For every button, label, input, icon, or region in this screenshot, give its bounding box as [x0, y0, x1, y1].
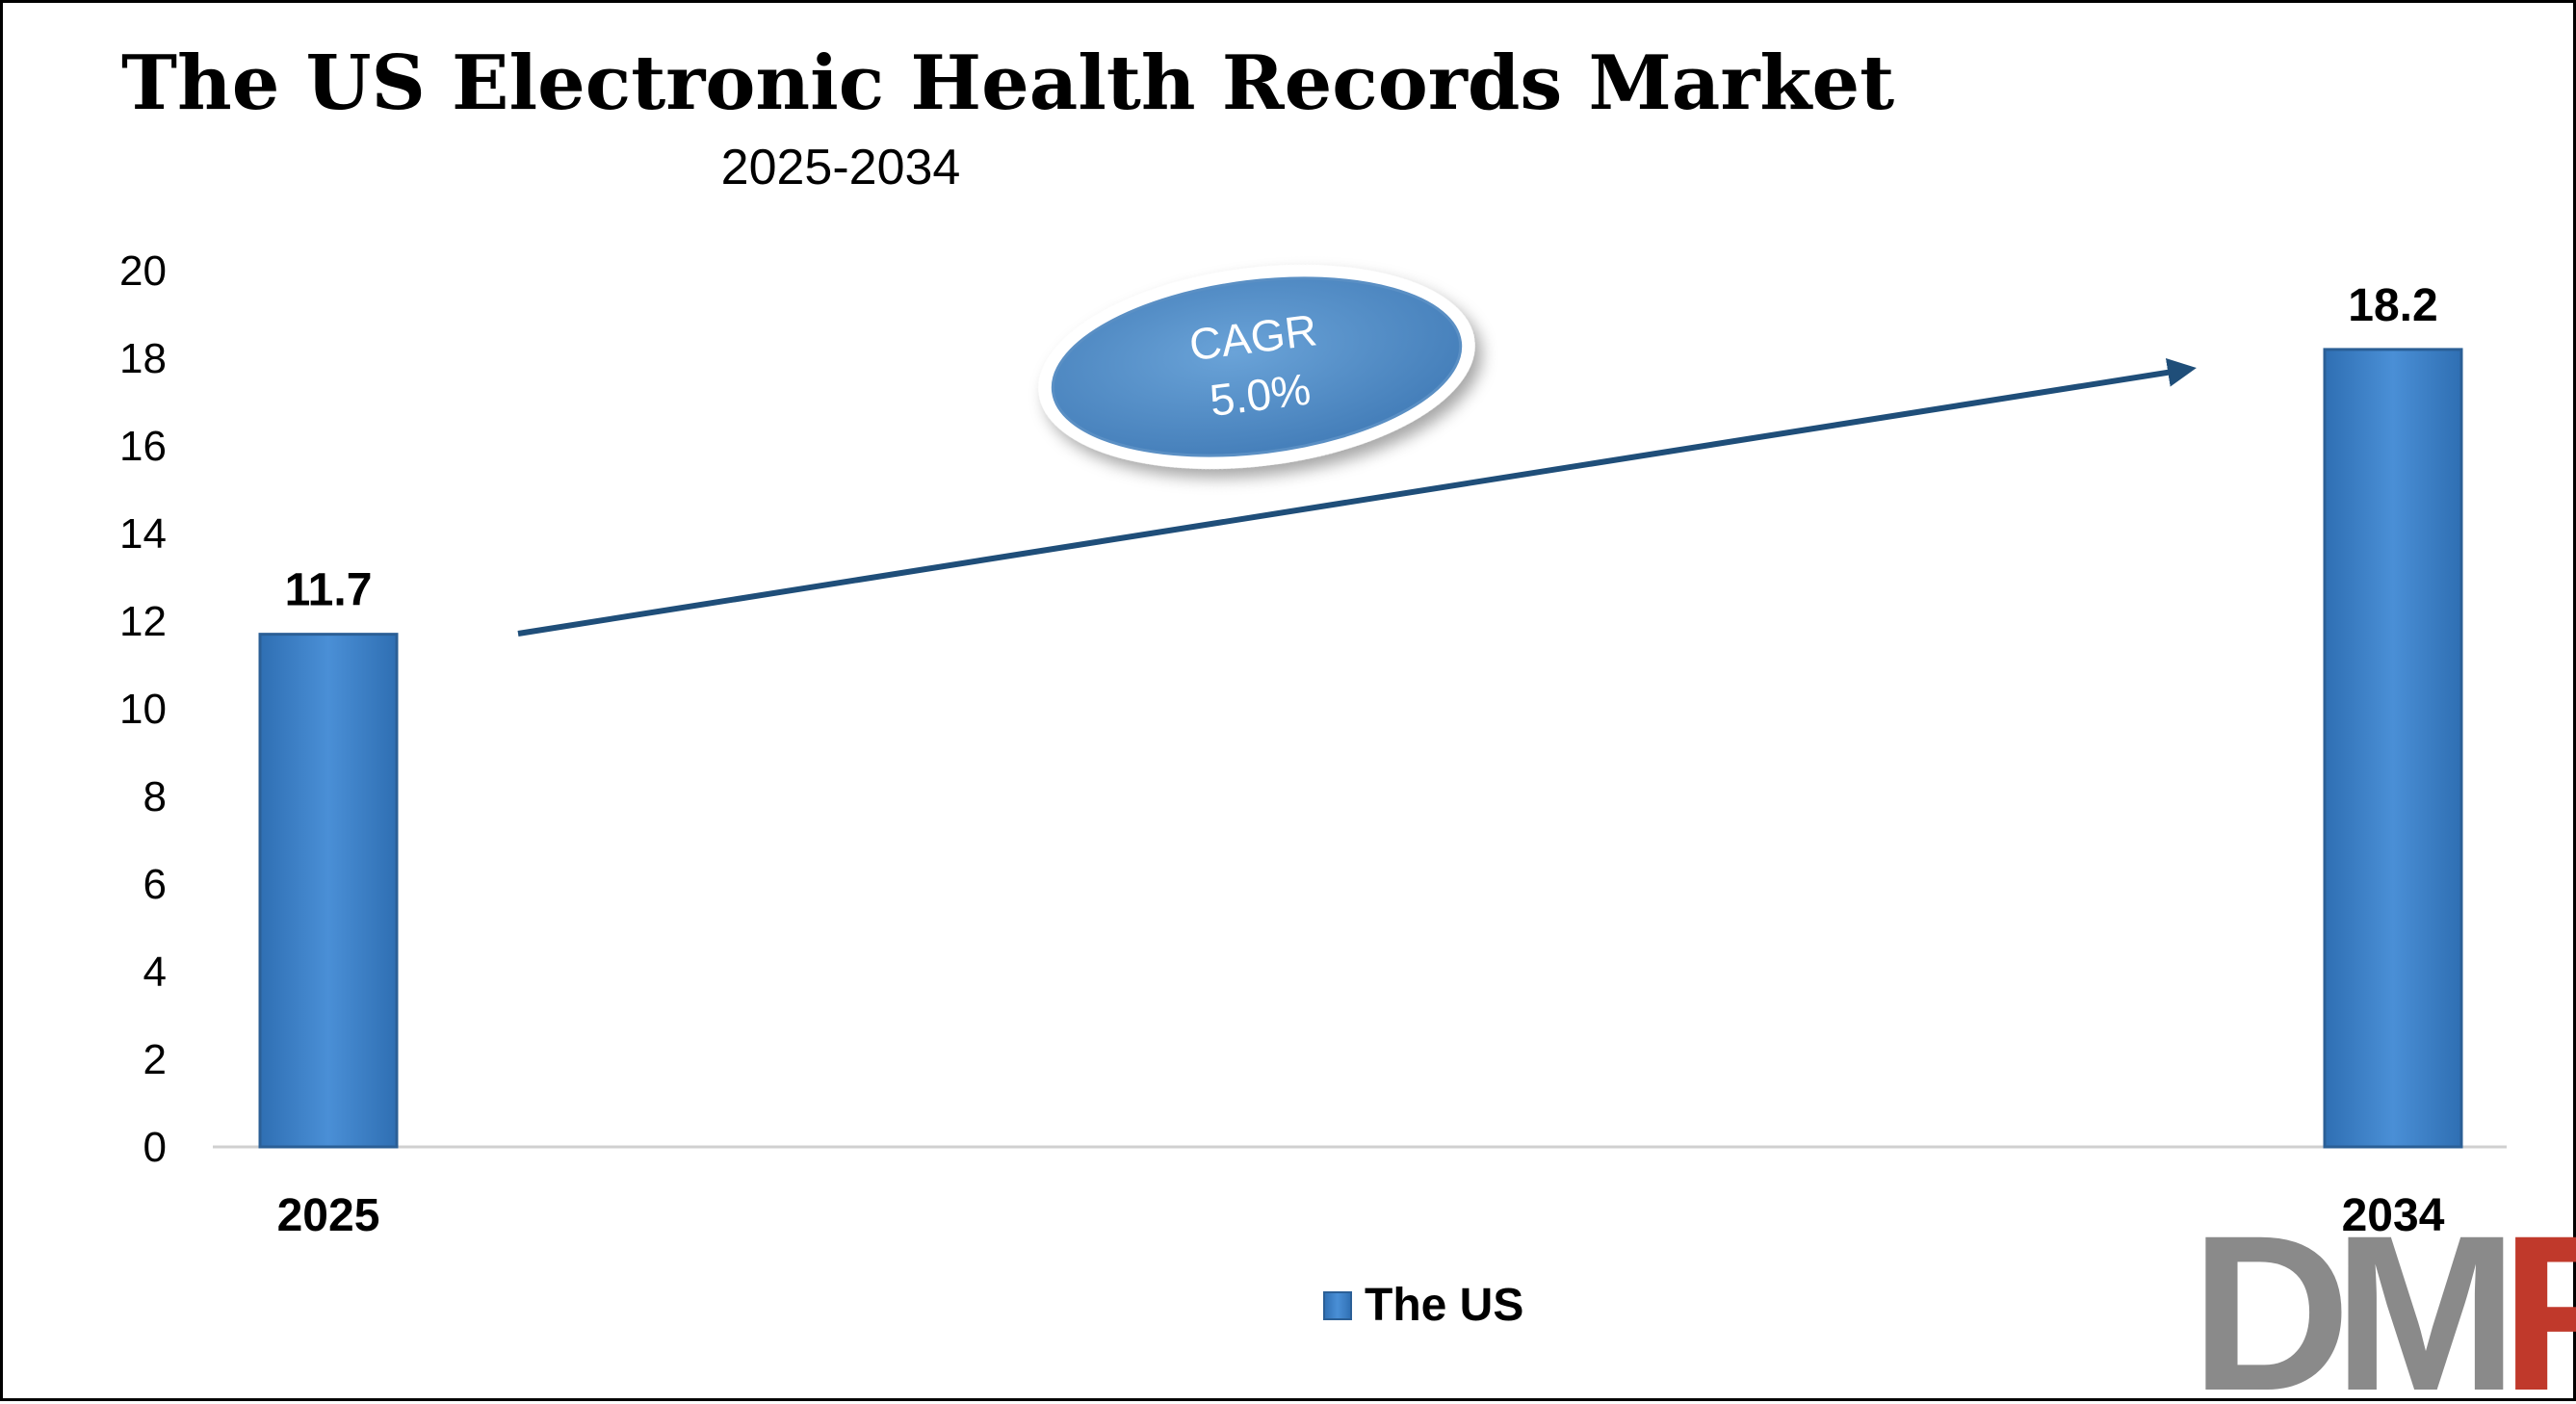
- y-tick-label: 10: [119, 686, 167, 733]
- chart-subtitle: 2025-2034: [721, 140, 961, 195]
- data-label-2025: 11.7: [285, 565, 373, 616]
- y-tick-label: 4: [143, 949, 167, 996]
- data-label-2034: 18.2: [2348, 280, 2437, 331]
- legend-swatch: [1323, 1291, 1352, 1320]
- dmr-logo: DMR: [2191, 1189, 2576, 1404]
- x-axis: 2025 2034: [277, 1190, 2445, 1241]
- bar-2025: [258, 633, 399, 1149]
- y-tick-label: 18: [119, 335, 167, 382]
- chart-canvas: The US Electronic Health Records Market …: [119, 39, 2576, 1404]
- y-tick-label: 6: [143, 861, 167, 908]
- cagr-value: 5.0%: [1207, 364, 1313, 426]
- x-tick-label-2034: 2034: [2342, 1190, 2445, 1241]
- logo-text-r: R: [2501, 1189, 2576, 1404]
- svg-text:DMR: DMR: [2191, 1189, 2576, 1404]
- x-tick-label-2025: 2025: [277, 1190, 380, 1241]
- y-tick-label: 8: [143, 773, 167, 820]
- y-tick-label: 0: [143, 1124, 167, 1171]
- bars: 11.7 18.2: [258, 280, 2463, 1149]
- legend: The US: [1323, 1280, 1523, 1331]
- y-tick-label: 12: [119, 598, 167, 645]
- chart-title: The US Electronic Health Records Market: [121, 39, 1894, 127]
- cagr-badge: CAGR 5.0%: [1038, 265, 1475, 469]
- y-tick-label: 16: [119, 423, 167, 470]
- y-axis: 0 2 4 6 8 10 12 14 16 18 20: [119, 247, 167, 1171]
- cagr-arrow: [517, 357, 2197, 637]
- y-tick-label: 20: [119, 247, 167, 295]
- logo-text-dm: DM: [2191, 1189, 2504, 1404]
- y-tick-label: 2: [143, 1036, 167, 1083]
- legend-label: The US: [1365, 1280, 1523, 1331]
- bar-2034: [2323, 348, 2463, 1149]
- y-tick-label: 14: [119, 510, 167, 558]
